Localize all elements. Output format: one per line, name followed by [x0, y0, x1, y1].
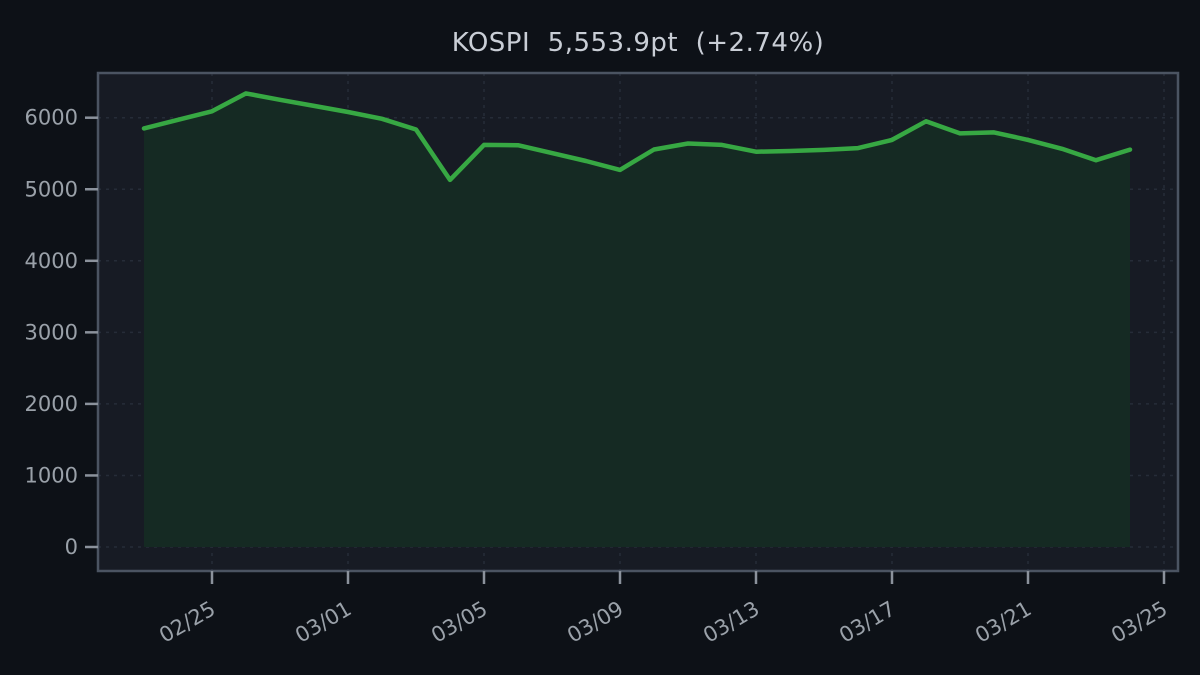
x-tick-label: 03/05: [427, 597, 491, 648]
plot-border: [96, 71, 1180, 573]
x-tick-label: 03/13: [699, 597, 763, 648]
series-line: [141, 91, 1133, 183]
x-tick-label: 03/17: [835, 597, 899, 648]
x-tick-label: 03/09: [563, 597, 627, 648]
x-tick-label: 03/01: [291, 597, 355, 648]
y-tick-label: 0: [65, 535, 78, 559]
y-tick-label: 1000: [25, 463, 78, 487]
x-tick-label: 03/21: [971, 597, 1035, 648]
y-tick-label: 6000: [25, 106, 78, 130]
chart-title: KOSPI 5,553.9pt (+2.74%): [451, 28, 825, 58]
y-tick-label: 5000: [25, 177, 78, 201]
y-tick-label: 3000: [25, 320, 78, 344]
y-tick-label: 2000: [25, 392, 78, 416]
x-tick-label: 02/25: [155, 597, 219, 648]
x-tick-label: 03/25: [1107, 597, 1171, 648]
y-tick-label: 4000: [25, 249, 78, 273]
series-area-fill: [144, 93, 1130, 548]
